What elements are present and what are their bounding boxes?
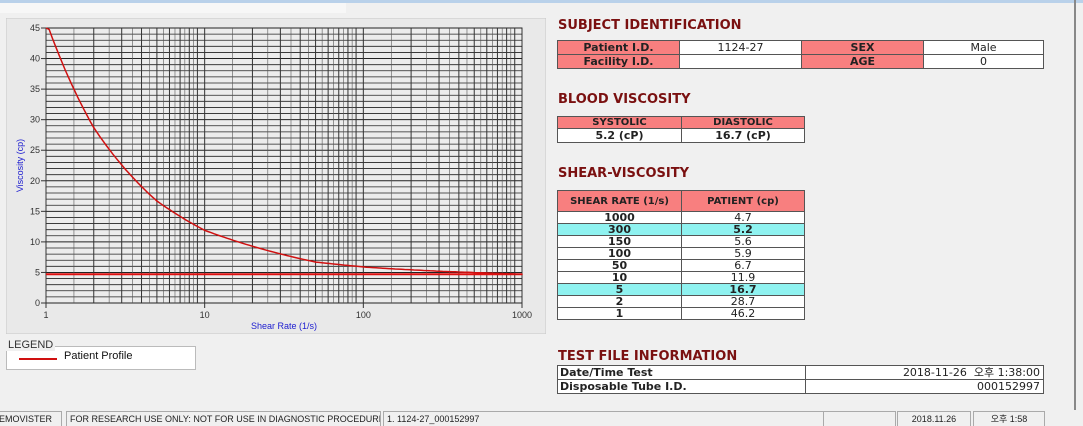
date-time-value: 2018-11-26 오후 1:38:00 [805, 365, 1044, 380]
shear-viscosity-title: SHEAR-VISCOSITY [558, 166, 689, 181]
shear-rate-cell: 1 [557, 307, 682, 320]
data-point [438, 270, 440, 273]
status-time: 오후 1:58 [973, 411, 1045, 426]
shear-viscosity-table: SHEAR RATE (1/s) PATIENT (cp) 1000 4.7 300 5… [557, 190, 805, 320]
blood-viscosity-table: SYSTOLIC DIASTOLIC 5.2 (cP) 16.7 (cP) [557, 116, 805, 143]
y-tick-label: 45 [30, 23, 40, 33]
y-tick-label: 20 [30, 176, 40, 186]
data-point [92, 126, 95, 129]
data-point [156, 200, 158, 202]
status-file: 1. 1124-27_000152997 [383, 411, 828, 426]
shear-row: 2 28.7 [557, 295, 805, 308]
status-notice: FOR RESEARCH USE ONLY: NOT FOR USE IN DI… [66, 411, 381, 426]
shear-rate-header: SHEAR RATE (1/s) [557, 190, 682, 212]
x-tick-label: 10 [200, 310, 210, 320]
patient-cell: 4.7 [681, 211, 805, 224]
y-axis-label: Viscosity (cp) [15, 139, 25, 192]
date-time-label: Date/Time Test [557, 365, 806, 380]
legend-box: Patient Profile [6, 346, 196, 370]
y-tick-label: 35 [30, 84, 40, 94]
facility-id-value [679, 54, 802, 69]
systolic-value: 5.2 (cP) [557, 128, 682, 143]
shear-rate-cell: 150 [557, 235, 682, 248]
shear-rate-cell: 10 [557, 271, 682, 284]
scrollbar[interactable] [1074, 0, 1076, 410]
data-point [521, 273, 523, 276]
shear-row: 300 5.2 [557, 223, 805, 236]
shear-rate-cell: 50 [557, 259, 682, 272]
diastolic-value: 16.7 (cP) [681, 128, 805, 143]
sex-label: SEX [801, 40, 924, 55]
age-label: AGE [801, 54, 924, 69]
shear-row: 5 16.7 [557, 283, 805, 296]
sex-value: Male [923, 40, 1044, 55]
y-tick-label: 10 [30, 237, 40, 247]
shear-row: 150 5.6 [557, 235, 805, 248]
shear-rate-cell: 2 [557, 295, 682, 308]
subject-table: Patient I.D. 1124-27 SEX Male Facility I.D.… [557, 40, 1044, 69]
shear-row: 100 5.9 [557, 247, 805, 260]
y-tick-label: 40 [30, 54, 40, 64]
patient-cell: 46.2 [681, 307, 805, 320]
toolbar-strip [0, 3, 346, 13]
data-point [390, 267, 393, 270]
y-tick-label: 15 [30, 206, 40, 216]
data-point [203, 229, 206, 232]
patient-header: PATIENT (cp) [681, 190, 805, 212]
patient-id-label: Patient I.D. [557, 40, 680, 55]
facility-id-label: Facility I.D. [557, 54, 680, 69]
shear-rate-cell: 5 [557, 283, 682, 296]
shear-row: 50 6.7 [557, 259, 805, 272]
legend-label: Patient Profile [64, 350, 133, 362]
patient-cell: 28.7 [681, 295, 805, 308]
shear-row: 1000 4.7 [557, 211, 805, 224]
diastolic-label: DIASTOLIC [681, 116, 805, 129]
subject-title: SUBJECT IDENTIFICATION [558, 18, 742, 33]
viscosity-chart: 0 5 10 15 20 25 30 35 40 45 1 10 100 1000 Shear Rate (… [6, 18, 546, 334]
data-point [362, 266, 365, 268]
y-tick-label: 0 [35, 298, 40, 308]
patient-cell: 5.2 [681, 223, 805, 236]
shear-rate-cell: 300 [557, 223, 682, 236]
patient-cell: 5.9 [681, 247, 805, 260]
tube-id-label: Disposable Tube I.D. [557, 379, 806, 394]
plot-area [45, 27, 523, 304]
patient-cell: 6.7 [681, 259, 805, 272]
shear-rate-cell: 1000 [557, 211, 682, 224]
title-bar-edge [0, 0, 1083, 3]
age-value: 0 [923, 54, 1044, 69]
shear-rate-cell: 100 [557, 247, 682, 260]
x-tick-label: 100 [356, 310, 371, 320]
systolic-label: SYSTOLIC [557, 116, 682, 129]
y-tick-label: 25 [30, 145, 40, 155]
status-app: EMOVISTER [0, 411, 62, 426]
data-point [314, 261, 317, 263]
x-axis-label: Shear Rate (1/s) [251, 321, 317, 331]
y-tick-label: 5 [35, 267, 40, 277]
patient-profile-line [45, 27, 523, 276]
status-blank [823, 411, 896, 426]
blood-viscosity-title: BLOOD VISCOSITY [558, 92, 691, 107]
tube-id-value: 000152997 [805, 379, 1044, 394]
shear-row: 10 11.9 [557, 271, 805, 284]
x-tick-label: 1 [43, 310, 48, 320]
patient-cell: 11.9 [681, 271, 805, 284]
patient-cell: 16.7 [681, 283, 805, 296]
x-tick-label: 1000 [512, 310, 532, 320]
shear-row: 1 46.2 [557, 307, 805, 320]
test-file-table: Date/Time Test 2018-11-26 오후 1:38:00 Disp… [557, 365, 1044, 394]
test-file-title: TEST FILE INFORMATION [558, 349, 738, 364]
y-tick-label: 30 [30, 115, 40, 125]
legend-swatch [19, 358, 57, 360]
status-date: 2018.11.26 [897, 411, 971, 426]
patient-cell: 5.6 [681, 235, 805, 248]
patient-id-value: 1124-27 [679, 40, 802, 55]
legend-title: LEGEND [6, 339, 56, 351]
